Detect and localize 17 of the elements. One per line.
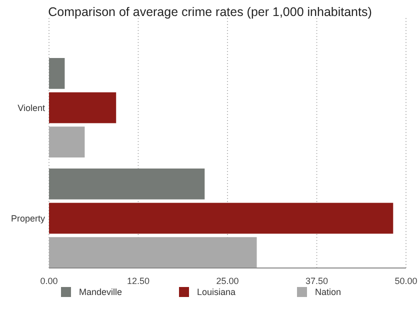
bar bbox=[49, 58, 65, 89]
bar bbox=[49, 237, 257, 268]
chart-title: Comparison of average crime rates (per 1,000 inhabitants) bbox=[48, 5, 372, 19]
x-tick-label: 0.00 bbox=[40, 276, 58, 286]
legend-label: Louisiana bbox=[197, 287, 236, 298]
x-tick-label: 25.00 bbox=[216, 276, 239, 286]
x-tick-label: 37.50 bbox=[305, 276, 328, 286]
x-tick-label: 12.50 bbox=[126, 276, 150, 286]
bar bbox=[49, 92, 116, 124]
bar bbox=[49, 202, 394, 234]
x-tick-label: 50.00 bbox=[394, 276, 418, 286]
bar bbox=[49, 168, 205, 200]
bar bbox=[49, 126, 85, 158]
y-tick-label: Violent bbox=[18, 102, 46, 113]
y-tick-label: Property bbox=[10, 213, 46, 224]
legend-label: Mandeville bbox=[79, 287, 122, 298]
legend-label: Nation bbox=[315, 287, 342, 298]
